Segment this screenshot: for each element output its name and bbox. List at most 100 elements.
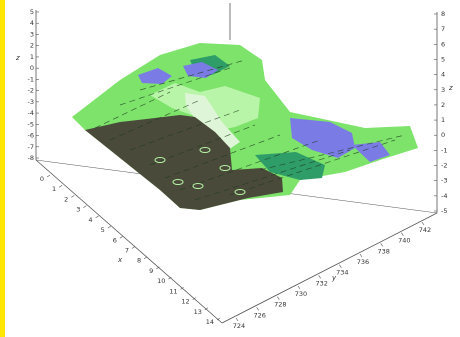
right-tick-label: 1 [441,116,445,124]
x-tick-label: 13 [194,308,202,316]
x-tick-label: 7 [125,247,129,255]
x-tick-label: 0 [40,175,44,183]
contour-line [139,59,246,91]
surface-contour-lines [94,59,406,201]
surface-layer [72,43,418,210]
x-tick-mark [107,225,111,229]
z-tick-label: -4 [28,109,34,117]
right-tick-label: -1 [441,146,447,154]
x-tick-label: 12 [181,298,189,306]
x-tick-label: 1 [52,185,56,193]
right-tick-label: 7 [441,25,445,33]
contour-line [164,134,281,179]
surface-blue-4 [352,142,390,162]
x-tick-mark [131,246,136,249]
y-tick-mark [277,296,280,300]
z-tick-label: -5 [28,120,34,128]
contour-ring [172,179,184,185]
plot-box [35,3,438,324]
z-tick-label: -8 [28,154,34,162]
right-tick-label: -4 [441,192,447,200]
z-tick-label: 1 [30,53,34,61]
x-tick-mark [204,307,209,311]
surface-teal-1 [255,152,325,180]
right-tick-label: 6 [441,40,445,48]
contour-line [259,134,406,171]
y-tick-mark [359,253,363,258]
right-tick-label: -5 [441,207,447,215]
x-tick-mark [156,266,160,270]
z-tick-label: -1 [28,75,34,83]
x-tick-label: 11 [169,287,177,295]
y-axis-title: y [331,274,337,282]
y-tick-label: 726 [253,311,265,319]
y-tick-mark [421,221,425,226]
surface-low-region [85,115,283,210]
x-tick-label: 6 [113,236,117,244]
y-tick-label: 724 [233,322,245,330]
right-axis-title: z [448,84,453,92]
y-tick-mark [380,243,383,247]
surface-blue-2 [183,62,218,78]
y-tick-label: 736 [357,258,369,266]
x-tick-label: 14 [206,318,214,326]
z-tick-label: -6 [28,132,34,140]
right-tick-label: 0 [441,131,445,139]
z-tick-label: 4 [30,19,34,27]
contour-line [229,139,396,196]
z-tick-label: -7 [28,143,34,151]
right-tick-label: -2 [441,162,447,170]
x-tick-mark [71,195,75,198]
y-tick-mark [235,317,239,322]
z-tick-label: 2 [30,42,34,50]
surface-blue-1 [138,68,172,84]
x-tick-mark [168,276,172,280]
x-axis-line [35,159,223,324]
left-edge-bar [0,0,5,337]
y-axis-line [221,212,438,324]
x-tick-label: 3 [76,206,80,214]
y-tick-label: 738 [377,247,389,255]
y-tick-mark [339,264,342,268]
x-tick-mark [95,215,99,219]
right-tick-label: 5 [441,55,445,63]
z-axis-title: z [15,54,20,62]
y-tick-label: 734 [336,269,348,277]
contour-ring [199,147,211,153]
contour-line [94,91,171,129]
contour-ring [219,165,231,171]
z-tick-label: -3 [28,98,34,106]
y-tick-mark [256,307,259,311]
y-tick-mark [297,285,301,290]
x-axis-title: x [117,256,123,264]
x-tick-label: 2 [64,195,68,203]
x-tick-label: 10 [157,277,165,285]
right-tick-label: 3 [441,86,445,94]
x-tick-mark [46,174,51,178]
y-tick-mark [318,275,321,279]
right-tick-label: -3 [441,177,447,185]
contour-line [179,139,321,191]
x-tick-mark [180,287,184,290]
z-tick-label: 5 [30,8,34,16]
right-tick-label: 4 [441,71,445,79]
contour-ring [154,157,166,163]
contour-line [194,149,351,201]
contour-ring [234,189,246,195]
x-tick-mark [119,236,124,239]
x-tick-mark [192,297,196,300]
z-tick-label: 3 [30,30,34,38]
z-tick-label: -2 [28,87,34,95]
y-tick-mark [401,232,404,236]
contour-line [149,124,256,166]
x-tick-mark [83,205,87,208]
x-tick-label: 9 [149,267,153,275]
x-tick-label: 4 [88,216,92,224]
y-tick-label: 742 [419,226,431,234]
x-tick-mark [143,256,148,259]
z-tick-label: 0 [30,64,34,72]
y-tick-label: 732 [315,279,327,287]
contour-ring [192,183,204,189]
